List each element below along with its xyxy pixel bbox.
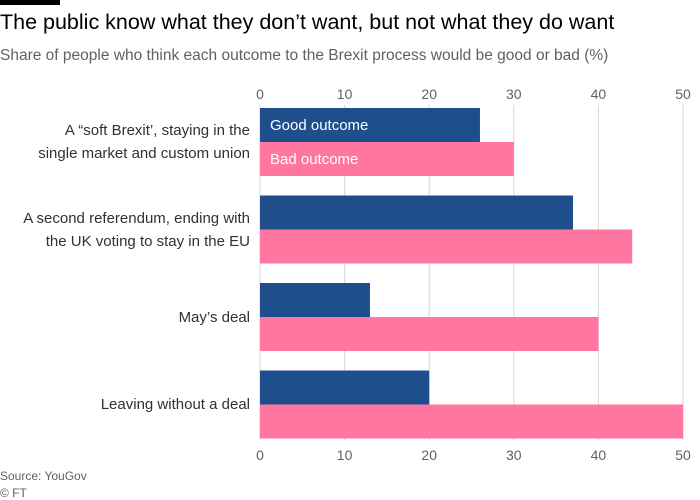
bar-chart: 0 0 10 10 20 20 30 30 40 40 50 50 Good outcome Bad ou… [256, 86, 691, 463]
x-tick-label-top: 30 [506, 86, 522, 102]
bar-good-outcome [260, 108, 480, 142]
x-tick-label-bottom: 50 [675, 447, 691, 463]
bar-bad-outcome [260, 229, 633, 264]
x-tick-label-top: 50 [675, 86, 691, 102]
category-label: Leaving without a deal [101, 393, 250, 416]
category-label-line: A “soft Brexit’, staying in the [64, 122, 250, 139]
category-label: A “soft Brexit’, staying in the single ma… [38, 119, 250, 165]
bar-bad-outcome [260, 404, 683, 439]
copyright-note: © FT [0, 486, 27, 500]
x-tick-label-bottom: 30 [506, 447, 522, 463]
legend-bad-outcome: Bad outcome [270, 151, 358, 168]
x-tick-label-bottom: 40 [591, 447, 607, 463]
x-tick-label-bottom: 20 [421, 447, 437, 463]
bar-good-outcome [260, 283, 370, 317]
category-label-line: May’s deal [178, 308, 250, 326]
x-tick-label-top: 10 [337, 86, 353, 102]
x-tick-label-bottom: 10 [337, 447, 353, 463]
x-tick-label-top: 20 [421, 86, 437, 102]
bar-bad-outcome [260, 142, 514, 176]
category-label-line: the UK voting to stay in the EU [45, 232, 250, 250]
bar-bad-outcome [260, 317, 599, 351]
chart-title: The public know what they don’t want, bu… [0, 10, 615, 34]
category-label-line: single market and custom union [38, 145, 250, 162]
header-accent-bar [0, 0, 60, 5]
x-tick-label-top: 40 [591, 86, 607, 102]
bar-good-outcome [260, 370, 430, 405]
chart-subtitle: Share of people who think each outcome t… [0, 47, 609, 64]
category-label-line: Leaving without a deal [100, 396, 250, 413]
category-label-line: A second referendum, ending with [23, 209, 250, 227]
category-label: May’s deal [179, 306, 250, 329]
x-tick-label-bottom: 0 [256, 447, 264, 463]
bar-good-outcome [260, 195, 574, 230]
legend-good-outcome: Good outcome [270, 117, 368, 134]
category-label: A second referendum, ending with the UK v… [23, 207, 250, 253]
source-note: Source: YouGov [0, 469, 87, 483]
x-tick-label-top: 0 [256, 86, 264, 102]
